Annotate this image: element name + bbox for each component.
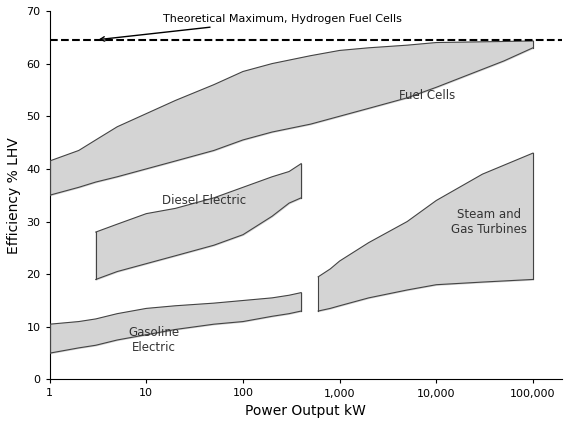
Text: Theoretical Maximum, Hydrogen Fuel Cells: Theoretical Maximum, Hydrogen Fuel Cells	[100, 14, 402, 41]
Text: Diesel Electric: Diesel Electric	[162, 194, 246, 207]
Text: Gasoline
Electric: Gasoline Electric	[129, 326, 180, 354]
Y-axis label: Efficiency % LHV: Efficiency % LHV	[7, 137, 21, 254]
X-axis label: Power Output kW: Power Output kW	[245, 404, 366, 418]
Text: Fuel Cells: Fuel Cells	[399, 89, 455, 102]
Text: Steam and
Gas Turbines: Steam and Gas Turbines	[451, 207, 527, 235]
